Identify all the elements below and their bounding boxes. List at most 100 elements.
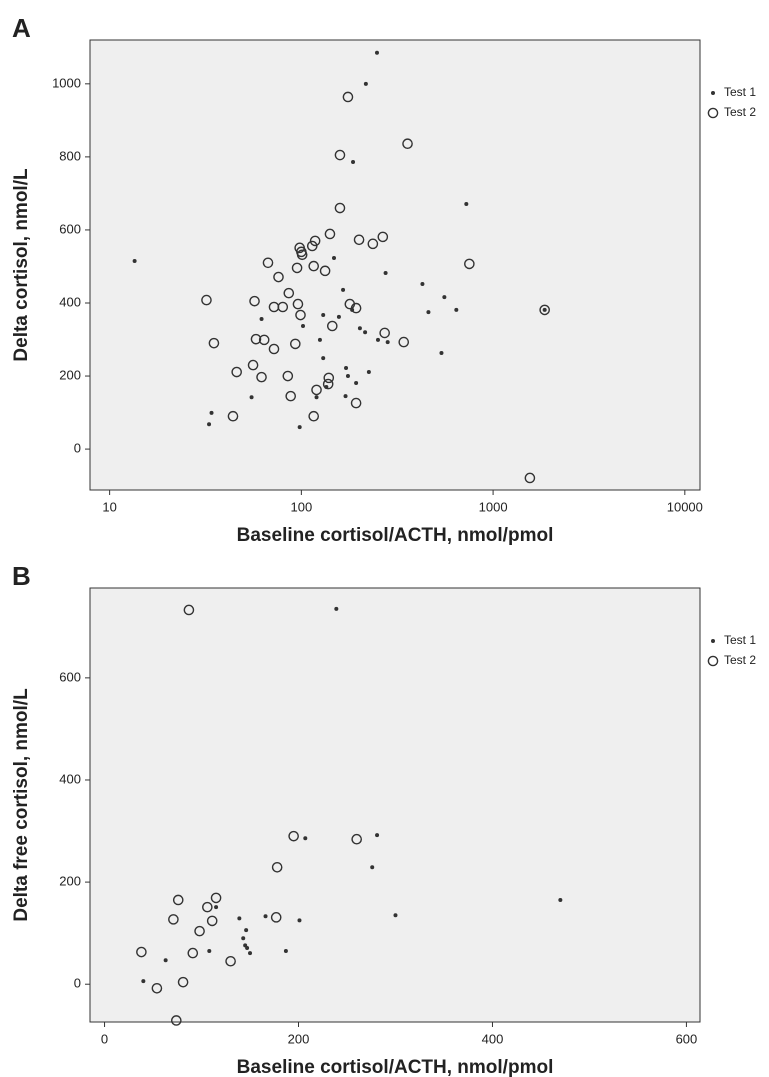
point [398, 336, 410, 348]
point [345, 374, 350, 379]
point [363, 330, 368, 335]
point [324, 228, 336, 240]
point [241, 936, 246, 941]
y-tick-label: 800 [59, 148, 81, 163]
point [268, 343, 280, 355]
point [353, 234, 365, 246]
x-tick-label: 0 [101, 1031, 108, 1046]
point [194, 925, 205, 937]
y-tick-label: 600 [59, 669, 81, 684]
point [454, 307, 459, 312]
point [210, 892, 222, 904]
legend-marker [707, 655, 719, 667]
y-tick-label: 400 [59, 294, 81, 309]
point [306, 240, 318, 252]
y-tick-label: 0 [74, 441, 81, 456]
point [247, 359, 259, 371]
point [341, 287, 346, 292]
panel-label: B [12, 561, 31, 591]
point [524, 472, 536, 484]
legend-label: Test 1 [724, 85, 756, 99]
point [334, 149, 346, 161]
point [385, 340, 390, 345]
legend-label: Test 2 [724, 105, 756, 119]
point [151, 983, 163, 994]
point [172, 894, 184, 906]
point [375, 337, 380, 342]
point [290, 338, 301, 350]
point [136, 946, 147, 958]
point [311, 384, 322, 396]
point [201, 294, 212, 306]
plot-area [89, 39, 701, 491]
point [132, 258, 137, 263]
point [402, 138, 413, 150]
point [322, 378, 334, 390]
point [319, 265, 331, 277]
point [342, 91, 354, 103]
point [250, 333, 262, 345]
point [187, 947, 199, 959]
point [351, 833, 362, 845]
point [377, 231, 389, 243]
point [207, 422, 212, 427]
point [332, 256, 337, 261]
point [292, 298, 304, 310]
point [183, 604, 195, 616]
point [249, 395, 254, 400]
point [308, 410, 320, 422]
point [295, 309, 306, 321]
point [227, 410, 239, 422]
y-axis-title: Delta free cortisol, nmol/L [11, 688, 32, 922]
point [177, 976, 189, 988]
legend-marker [711, 91, 715, 95]
y-axis-title: Delta cortisol, nmol/L [11, 168, 32, 362]
point [370, 865, 375, 870]
point [291, 262, 303, 274]
x-tick-label: 1000 [479, 499, 508, 514]
point [283, 287, 295, 299]
point [374, 50, 379, 55]
point [336, 314, 341, 319]
point [303, 836, 308, 841]
point [379, 327, 390, 339]
point [366, 370, 371, 375]
point [231, 366, 242, 378]
point [357, 326, 362, 331]
point [344, 366, 349, 371]
point [168, 914, 179, 925]
point [244, 928, 249, 933]
point [263, 914, 268, 919]
point [249, 295, 260, 307]
point [237, 916, 242, 921]
point [208, 337, 220, 349]
point [558, 897, 563, 902]
point [439, 351, 444, 356]
x-axis-title: Baseline cortisol/ACTH, nmol/pmol [237, 1057, 554, 1077]
point [297, 918, 302, 923]
point [334, 202, 346, 214]
point [351, 159, 356, 164]
point [393, 913, 398, 918]
y-tick-label: 1000 [52, 75, 81, 90]
point [350, 302, 362, 314]
legend-label: Test 1 [724, 633, 756, 647]
point [273, 271, 284, 283]
y-tick-label: 0 [74, 976, 81, 991]
point [323, 372, 335, 384]
point [442, 295, 447, 300]
point [259, 317, 264, 322]
x-tick-label: 10 [102, 499, 116, 514]
point [334, 606, 339, 611]
x-axis-title: Baseline cortisol/ACTH, nmol/pmol [237, 525, 554, 546]
point [367, 238, 379, 250]
point [245, 945, 250, 950]
point [354, 380, 359, 385]
point [258, 334, 270, 346]
x-tick-label: 100 [291, 499, 313, 514]
point [282, 370, 294, 382]
point [363, 81, 368, 86]
point [464, 202, 469, 207]
point [256, 371, 267, 383]
